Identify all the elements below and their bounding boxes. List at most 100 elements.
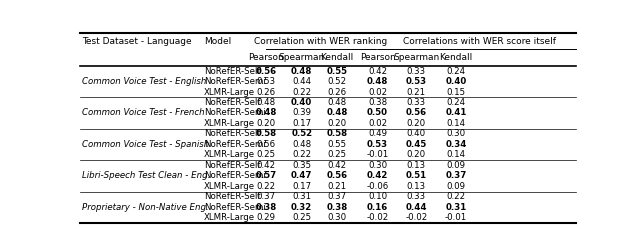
Text: 0.40: 0.40 (291, 98, 312, 107)
Text: 0.21: 0.21 (407, 87, 426, 96)
Text: 0.20: 0.20 (407, 150, 426, 159)
Text: 0.51: 0.51 (406, 171, 427, 180)
Text: 0.33: 0.33 (407, 67, 426, 76)
Text: 0.21: 0.21 (328, 182, 346, 191)
Text: Correlation with WER ranking: Correlation with WER ranking (254, 37, 387, 46)
Text: 0.58: 0.58 (255, 130, 276, 139)
Text: Common Voice Test - French: Common Voice Test - French (83, 108, 205, 117)
Text: 0.33: 0.33 (407, 98, 426, 107)
Text: 0.55: 0.55 (326, 67, 348, 76)
Text: 0.30: 0.30 (447, 130, 465, 139)
Text: 0.48: 0.48 (257, 98, 276, 107)
Text: 0.52: 0.52 (328, 77, 346, 86)
Text: 0.33: 0.33 (407, 192, 426, 201)
Text: 0.22: 0.22 (292, 87, 311, 96)
Text: 0.31: 0.31 (445, 203, 467, 212)
Text: 0.42: 0.42 (368, 67, 387, 76)
Text: Pearson: Pearson (248, 53, 284, 62)
Text: XLMR-Large: XLMR-Large (204, 213, 255, 222)
Text: 0.48: 0.48 (291, 67, 312, 76)
Text: 0.25: 0.25 (257, 150, 276, 159)
Text: NoRefER-Semi: NoRefER-Semi (204, 171, 266, 180)
Text: Common Voice Test - Spanish: Common Voice Test - Spanish (83, 140, 210, 149)
Text: 0.26: 0.26 (328, 87, 346, 96)
Text: Test Dataset - Language: Test Dataset - Language (83, 37, 192, 46)
Text: 0.37: 0.37 (328, 192, 346, 201)
Text: NoRefER-Self: NoRefER-Self (204, 98, 260, 107)
Text: 0.17: 0.17 (292, 119, 311, 128)
Text: 0.48: 0.48 (255, 108, 276, 117)
Text: 0.22: 0.22 (292, 150, 311, 159)
Text: 0.37: 0.37 (445, 171, 467, 180)
Text: NoRefER-Semi: NoRefER-Semi (204, 140, 266, 149)
Text: 0.14: 0.14 (447, 119, 465, 128)
Text: 0.38: 0.38 (326, 203, 348, 212)
Text: 0.49: 0.49 (368, 130, 387, 139)
Text: 0.24: 0.24 (447, 98, 465, 107)
Text: Libri-Speech Test Clean - Eng.: Libri-Speech Test Clean - Eng. (83, 171, 211, 180)
Text: 0.42: 0.42 (328, 161, 346, 170)
Text: Kendall: Kendall (439, 53, 472, 62)
Text: Common Voice Test - English: Common Voice Test - English (83, 77, 207, 86)
Text: 0.56: 0.56 (255, 67, 276, 76)
Text: 0.16: 0.16 (367, 203, 388, 212)
Text: 0.56: 0.56 (257, 140, 276, 149)
Text: 0.47: 0.47 (291, 171, 312, 180)
Text: -0.02: -0.02 (405, 213, 428, 222)
Text: NoRefER-Self: NoRefER-Self (204, 192, 260, 201)
Text: 0.42: 0.42 (257, 161, 276, 170)
Text: XLMR-Large: XLMR-Large (204, 182, 255, 191)
Text: Kendall: Kendall (320, 53, 353, 62)
Text: 0.30: 0.30 (328, 213, 346, 222)
Text: 0.30: 0.30 (368, 161, 387, 170)
Text: 0.48: 0.48 (328, 98, 346, 107)
Text: 0.48: 0.48 (367, 77, 388, 86)
Text: NoRefER-Semi: NoRefER-Semi (204, 203, 266, 212)
Text: 0.29: 0.29 (257, 213, 275, 222)
Text: 0.22: 0.22 (447, 192, 465, 201)
Text: 0.38: 0.38 (255, 203, 276, 212)
Text: Correlations with WER score itself: Correlations with WER score itself (403, 37, 556, 46)
Text: 0.44: 0.44 (406, 203, 427, 212)
Text: 0.09: 0.09 (447, 182, 465, 191)
Text: 0.57: 0.57 (255, 171, 276, 180)
Text: 0.15: 0.15 (447, 87, 465, 96)
Text: -0.01: -0.01 (445, 213, 467, 222)
Text: Spearman: Spearman (278, 53, 325, 62)
Text: 0.38: 0.38 (368, 98, 387, 107)
Text: 0.40: 0.40 (445, 77, 467, 86)
Text: 0.35: 0.35 (292, 161, 311, 170)
Text: 0.20: 0.20 (407, 119, 426, 128)
Text: XLMR-Large: XLMR-Large (204, 150, 255, 159)
Text: 0.50: 0.50 (367, 108, 388, 117)
Text: 0.42: 0.42 (367, 171, 388, 180)
Text: 0.40: 0.40 (407, 130, 426, 139)
Text: 0.53: 0.53 (367, 140, 388, 149)
Text: 0.56: 0.56 (326, 171, 348, 180)
Text: NoRefER-Semi: NoRefER-Semi (204, 108, 266, 117)
Text: 0.09: 0.09 (447, 161, 465, 170)
Text: 0.02: 0.02 (368, 87, 387, 96)
Text: 0.55: 0.55 (328, 140, 346, 149)
Text: 0.52: 0.52 (291, 130, 312, 139)
Text: 0.34: 0.34 (445, 140, 467, 149)
Text: 0.17: 0.17 (292, 182, 311, 191)
Text: 0.31: 0.31 (292, 192, 311, 201)
Text: Pearson: Pearson (360, 53, 396, 62)
Text: 0.20: 0.20 (257, 119, 276, 128)
Text: XLMR-Large: XLMR-Large (204, 87, 255, 96)
Text: -0.01: -0.01 (367, 150, 388, 159)
Text: 0.41: 0.41 (445, 108, 467, 117)
Text: NoRefER-Semi: NoRefER-Semi (204, 77, 266, 86)
Text: 0.48: 0.48 (326, 108, 348, 117)
Text: 0.53: 0.53 (406, 77, 427, 86)
Text: XLMR-Large: XLMR-Large (204, 119, 255, 128)
Text: 0.37: 0.37 (257, 192, 276, 201)
Text: 0.02: 0.02 (368, 119, 387, 128)
Text: 0.48: 0.48 (292, 140, 311, 149)
Text: 0.13: 0.13 (407, 161, 426, 170)
Text: 0.56: 0.56 (406, 108, 427, 117)
Text: 0.45: 0.45 (406, 140, 427, 149)
Text: 0.32: 0.32 (291, 203, 312, 212)
Text: 0.10: 0.10 (368, 192, 387, 201)
